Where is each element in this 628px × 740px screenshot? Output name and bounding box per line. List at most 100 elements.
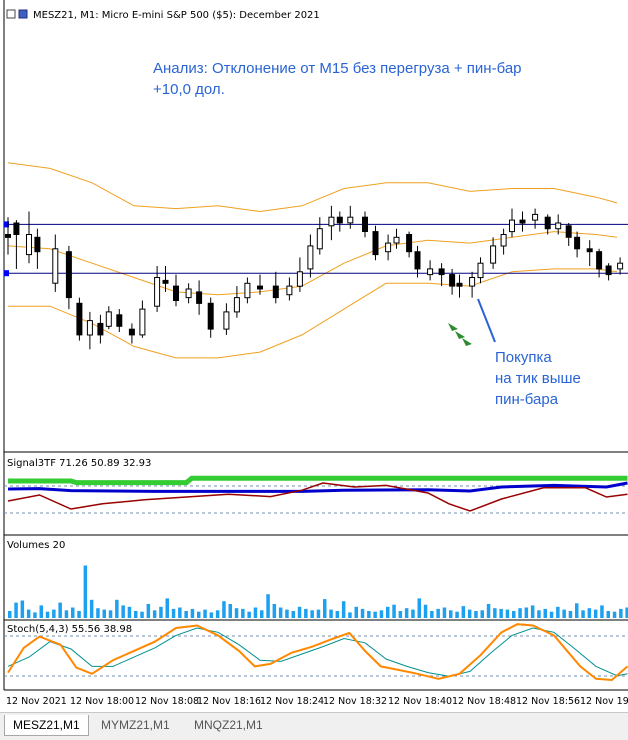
volume-bar xyxy=(524,607,529,618)
volume-bar xyxy=(556,606,560,618)
bb-upper-line xyxy=(7,162,618,213)
stoch-lines xyxy=(7,623,628,682)
horizontal-levels xyxy=(4,221,628,277)
volume-bar xyxy=(266,594,270,618)
window-title: MESZ21, M1: Micro E-mini S&P 500 ($5): D… xyxy=(33,10,320,21)
buy-arrows xyxy=(448,323,472,346)
volume-bar xyxy=(537,610,541,618)
volume-bar xyxy=(278,607,283,618)
volume-bar xyxy=(386,606,390,618)
volume-bar xyxy=(423,604,428,618)
bull-candle xyxy=(223,311,230,330)
chart-background xyxy=(0,0,628,712)
bull-candle xyxy=(286,285,293,296)
chart-icon xyxy=(18,9,28,19)
tab-mymz21[interactable]: MYMZ21,M1 xyxy=(101,718,170,732)
bull-candle xyxy=(555,222,562,230)
signal-lines xyxy=(7,475,628,512)
bull-candle xyxy=(500,234,507,247)
volume-bar xyxy=(512,611,516,618)
volume-bar xyxy=(228,604,232,618)
volume-bar xyxy=(260,610,264,618)
signal-red-line xyxy=(7,482,628,512)
volume-bar xyxy=(159,606,163,618)
level-marker xyxy=(4,270,9,277)
bull-candle xyxy=(154,277,161,307)
volume-bar xyxy=(146,604,151,618)
volume-bar xyxy=(8,611,12,618)
time-tick: 12 Nov 18:48 xyxy=(452,696,516,707)
time-tick: 12 Nov 18:56 xyxy=(516,696,580,707)
bear-candle xyxy=(162,279,169,284)
time-tick: 12 Nov 2021 xyxy=(6,696,67,707)
bear-candle xyxy=(456,282,463,287)
bull-candle xyxy=(385,242,392,253)
volume-bar xyxy=(26,609,31,618)
buy-arrow-icon xyxy=(455,331,465,339)
stoch-signal-line xyxy=(7,627,628,677)
volume-bar xyxy=(96,608,100,618)
tab-mnqz21[interactable]: MNQZ21,M1 xyxy=(194,718,263,732)
volume-bar xyxy=(234,608,239,618)
bull-candle xyxy=(532,213,539,221)
volume-bar xyxy=(593,609,598,618)
time-tick: 12 Nov 18:00 xyxy=(70,696,134,707)
volume-bar xyxy=(568,611,573,618)
volume-bar xyxy=(549,611,554,618)
bb-middle-line xyxy=(7,231,618,296)
volume-bar xyxy=(134,611,138,618)
buy-text-line1: Покупка xyxy=(495,349,552,366)
tab-mesz21[interactable]: MESZ21,M1 xyxy=(4,715,89,736)
volume-bar xyxy=(625,607,628,618)
volume-bar xyxy=(64,610,69,618)
buy-text-line3: пин-бара xyxy=(495,391,559,408)
volume-bar xyxy=(619,608,623,618)
bull-candle xyxy=(105,311,112,327)
bull-candle xyxy=(26,234,32,256)
volume-bar xyxy=(33,612,37,618)
time-tick: 12 Nov 18:32 xyxy=(323,696,387,707)
bear-candle xyxy=(97,322,104,336)
bear-candle xyxy=(65,251,72,299)
bear-candle xyxy=(519,219,526,224)
volume-bar xyxy=(530,605,535,618)
volume-bar xyxy=(178,607,182,618)
volume-bar xyxy=(323,599,327,618)
stoch-indicator-label: Stoch(5,4,3) 55.56 38.98 xyxy=(7,624,132,635)
volume-bar xyxy=(83,565,88,618)
signal-indicator-label: Signal3TF 71.26 50.89 32.93 xyxy=(7,458,151,469)
volume-bar xyxy=(108,610,113,618)
buy-text-line2: на тик выше xyxy=(495,370,581,387)
bear-candle xyxy=(336,216,343,224)
bear-candle xyxy=(173,285,179,302)
volume-bar xyxy=(575,603,579,618)
volume-bar xyxy=(367,611,371,618)
bull-candle xyxy=(490,245,497,264)
volume-bar xyxy=(480,610,484,618)
volume-bar xyxy=(222,601,226,618)
bull-candle xyxy=(328,216,335,227)
chart-area[interactable]: MESZ21, M1: Micro E-mini S&P 500 ($5): D… xyxy=(0,0,628,712)
volume-bar xyxy=(316,609,321,618)
volume-bar xyxy=(184,611,188,618)
volume-bar xyxy=(152,610,157,618)
bull-candle xyxy=(233,297,240,313)
bear-candle xyxy=(76,302,83,336)
volume-bar xyxy=(127,606,132,618)
bear-candle xyxy=(272,285,279,299)
expand-icon[interactable] xyxy=(6,9,16,19)
volume-bar xyxy=(121,605,125,618)
volume-bar xyxy=(39,605,43,618)
bollinger-bands xyxy=(7,162,618,359)
bull-candle xyxy=(469,277,476,287)
bull-candle xyxy=(477,262,484,279)
bull-candle xyxy=(185,288,192,299)
volume-bar xyxy=(404,608,409,618)
time-tick: 12 Nov 19:0 xyxy=(580,696,628,707)
volume-bar xyxy=(493,608,497,618)
symbol-tab-bar: MESZ21,M1 MYMZ21,M1 MNQZ21,M1 xyxy=(0,712,628,740)
bear-candle xyxy=(449,274,456,287)
bull-candle xyxy=(86,320,93,336)
volume-bar xyxy=(89,599,94,618)
bull-candle xyxy=(316,228,323,250)
